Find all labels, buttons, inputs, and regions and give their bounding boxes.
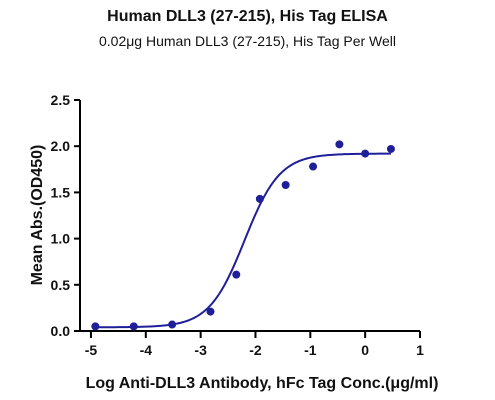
y-tick-label: 1.0 (51, 231, 71, 247)
x-tick-label: -5 (85, 342, 98, 358)
y-axis-label: Mean Abs.(OD450) (29, 145, 46, 286)
y-tick-label: 2.5 (51, 92, 71, 108)
y-tick-label: 1.5 (51, 184, 71, 200)
data-point (168, 320, 177, 329)
x-tick-label: -3 (194, 342, 207, 358)
fit-curve (95, 152, 391, 329)
y-tick-label: 0.0 (51, 323, 71, 339)
data-point (335, 140, 344, 149)
x-axis-label: Log Anti-DLL3 Antibody, hFc Tag Conc.(μg… (86, 375, 439, 392)
data-point (361, 149, 370, 158)
chart-subtitle: 0.02μg Human DLL3 (27-215), His Tag Per … (98, 33, 397, 49)
data-point (91, 322, 100, 331)
data-point (129, 322, 138, 331)
x-tick-label: -1 (304, 342, 317, 358)
data-point (206, 307, 215, 316)
data-point (255, 194, 264, 203)
y-tick-label: 2.0 (51, 138, 71, 154)
data-point (281, 181, 290, 190)
data-point (232, 270, 241, 279)
x-tick-label: 0 (361, 342, 369, 358)
data-point (309, 162, 318, 171)
x-tick-label: -4 (140, 342, 153, 358)
chart-title: Human DLL3 (27-215), His Tag ELISA (107, 8, 388, 25)
data-point (386, 144, 395, 153)
y-tick-label: 0.5 (51, 277, 71, 293)
x-tick-label: -2 (249, 342, 262, 358)
x-tick-label: 1 (416, 342, 424, 358)
